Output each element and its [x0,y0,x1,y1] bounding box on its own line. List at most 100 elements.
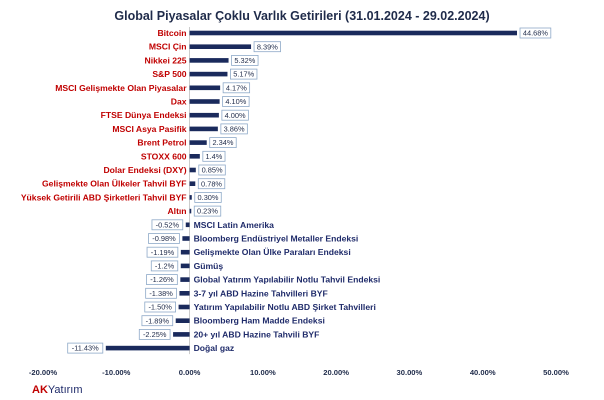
category-label: Yatırım Yapılabilir Notlu ABD Şirket Tah… [194,302,376,312]
bar [189,71,228,77]
category-label: 3-7 yıl ABD Hazine Tahvilleri BYF [194,288,328,298]
value-label-box [221,109,249,121]
bar [180,263,190,269]
value-label: 0.78% [201,179,222,188]
value-label-box [150,260,179,272]
value-label-box [198,164,226,176]
value-label: 44.68% [523,29,548,38]
category-label: Bitcoin [157,28,186,38]
value-label-box [193,205,222,217]
value-label: 5.17% [233,70,254,79]
category-label: MSCI Gelişmekte Olan Piyasalar [55,83,187,93]
bar [180,249,190,255]
bar [105,345,190,351]
category-label: FTSE Dünya Endeksi [101,110,187,120]
category-label: STOXX 600 [141,151,187,161]
value-label-box [230,68,258,80]
value-label-box [67,342,104,354]
value-label-box [146,274,178,286]
category-label: S&P 500 [152,69,186,79]
category-label: Yüksek Getirili ABD Şirketleri Tahvil BY… [21,192,187,202]
value-label-box [222,96,250,107]
value-label-box [220,123,248,135]
bar [189,58,229,63]
bar [189,112,219,118]
value-label-box [145,287,177,299]
x-tick-label: -10.00% [102,368,131,377]
category-label: MSCI Çin [149,42,187,52]
category-label: Brent Petrol [137,138,186,148]
bar [189,181,196,186]
value-label-box [519,27,552,39]
brand-logo: AKYatırım [32,384,83,396]
bar [189,30,518,36]
bar [189,99,220,104]
value-label-box [209,137,237,149]
brand-suffix: Yatırım [48,384,83,396]
chart-title: Global Piyasalar Çoklu Varlık Getirileri… [114,9,489,23]
value-label: 8.39% [257,42,278,51]
category-label: Gelişmekte Olan Ülkeler Tahvil BYF [42,179,187,189]
value-label-box [231,55,259,66]
x-tick-label: 20.00% [323,368,349,377]
value-label: -1.2% [155,262,175,271]
x-axis-ticks: -20.00% -10.00% 0.00% 10.00% 20.00% 30.00% 40.… [29,368,569,377]
value-label-box [138,328,171,340]
value-label: 0.23% [197,207,218,216]
category-label: Altın [167,206,186,216]
value-label: 4.10% [225,97,246,106]
bar [173,332,190,337]
value-label-box [148,233,180,244]
category-label: Gelişmekte Olan Ülke Paraları Endeksi [194,247,351,257]
brand-prefix: AK [32,384,48,396]
bar [189,208,192,214]
value-label: 4.00% [225,111,246,120]
value-label-box [253,41,281,53]
bar [189,154,200,159]
value-label: 2.34% [212,138,233,147]
value-label: 1.4% [206,152,223,161]
category-label: Global Yatırım Yapılabilir Notlu Tahvil … [194,275,381,285]
category-label: Gümüş [194,261,224,271]
value-label: -11.43% [72,344,99,353]
value-label: 0.85% [202,166,223,175]
bar [189,140,207,145]
bar [179,291,190,296]
bar [189,195,192,200]
category-label: Bloomberg Ham Madde Endeksi [194,316,325,326]
category-label: 20+ yıl ABD Hazine Tahvili BYF [194,329,320,339]
bar [178,304,190,310]
category-label: Bloomberg Endüstriyel Metaller Endeksi [194,234,359,244]
value-label-box [141,315,174,327]
category-label: Nikkei 225 [145,55,187,65]
bar [189,44,252,49]
bars-layer: 44.68% Bitcoin 8.39% MSCI Çin 5.32% Nikkei 22… [21,27,552,355]
value-label: -0.52% [156,220,180,229]
bar [185,222,190,228]
value-label-box [194,191,222,203]
value-label: -0.98% [152,234,176,243]
value-label: 5.32% [234,56,255,65]
value-label-box [151,219,184,231]
value-label: -1.38% [149,289,173,298]
category-label: Doğal gaz [194,343,235,353]
bar [182,236,190,241]
bar [175,318,190,323]
x-tick-label: 30.00% [397,368,423,377]
value-label-box [202,150,226,162]
value-label: -2.25% [143,330,167,339]
x-tick-label: 10.00% [250,368,276,377]
value-label: -1.26% [150,275,174,284]
value-label: 4.17% [226,83,247,92]
value-label: -1.50% [148,303,172,312]
bar [189,85,221,91]
value-label-box [197,178,226,190]
category-label: Dax [171,97,187,107]
value-label-box [146,246,179,258]
category-label: Dolar Endeksi (DXY) [103,165,186,175]
x-tick-label: 50.00% [543,368,569,377]
bar [180,277,190,282]
x-tick-label: 0.00% [179,368,201,377]
bar [189,167,196,173]
